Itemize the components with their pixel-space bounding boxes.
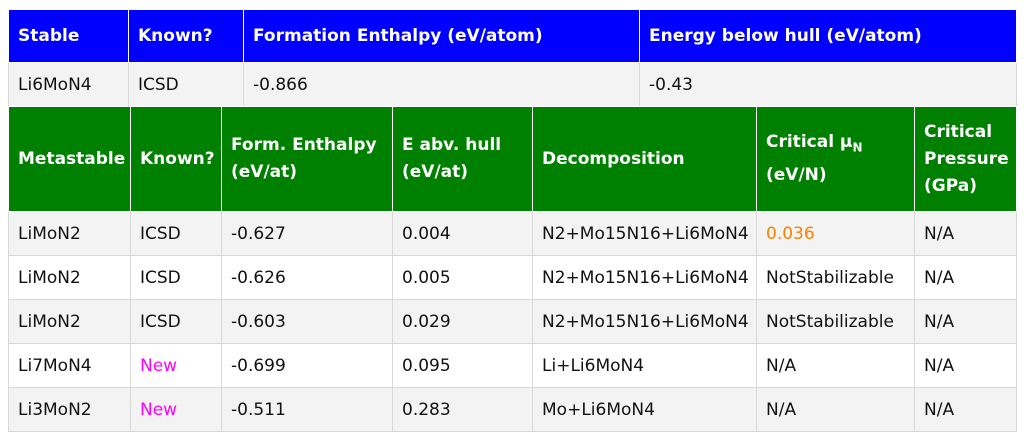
critical-mu-cell: N/A bbox=[756, 387, 915, 432]
metastable-table: Metastable Known? Form. Enthalpy (eV/at) … bbox=[8, 106, 1017, 432]
decomposition-cell: N2+Mo15N16+Li6MoN4 bbox=[532, 299, 757, 344]
metastable-header-form-enthalpy: Form. Enthalpy (eV/at) bbox=[221, 106, 393, 212]
stable-header-row: Stable Known? Formation Enthalpy (eV/ato… bbox=[8, 9, 1017, 63]
compound-cell: LiMoN2 bbox=[8, 211, 131, 256]
table-row: Li3MoN2 New -0.511 0.283 Mo+Li6MoN4 N/A … bbox=[8, 387, 1017, 432]
form-enthalpy-cell: -0.699 bbox=[221, 343, 393, 388]
metastable-header-critical-mu: Critical μN (eV/N) bbox=[756, 106, 915, 212]
known-cell: ICSD bbox=[130, 211, 222, 256]
e-abv-hull-cell: 0.283 bbox=[392, 387, 533, 432]
form-enthalpy-cell: -0.627 bbox=[221, 211, 393, 256]
compound-cell: LiMoN2 bbox=[8, 255, 131, 300]
stable-header-energy-below-hull: Energy below hull (eV/atom) bbox=[639, 9, 1017, 63]
critical-pressure-cell: N/A bbox=[914, 387, 1017, 432]
table-row: LiMoN2 ICSD -0.626 0.005 N2+Mo15N16+Li6M… bbox=[8, 255, 1017, 300]
metastable-header-critical-pressure: Critical Pressure (GPa) bbox=[914, 106, 1017, 212]
stable-energy-below-hull: -0.43 bbox=[639, 62, 1017, 107]
table-row: LiMoN2 ICSD -0.627 0.004 N2+Mo15N16+Li6M… bbox=[8, 211, 1017, 256]
decomposition-cell: Li+Li6MoN4 bbox=[532, 343, 757, 388]
critical-pressure-cell: N/A bbox=[914, 211, 1017, 256]
metastable-header-known: Known? bbox=[130, 106, 222, 212]
e-abv-hull-cell: 0.005 bbox=[392, 255, 533, 300]
critical-mu-cell: NotStabilizable bbox=[756, 299, 915, 344]
critical-pressure-cell: N/A bbox=[914, 255, 1017, 300]
known-cell: New bbox=[130, 387, 222, 432]
known-cell: ICSD bbox=[130, 255, 222, 300]
stable-header-known: Known? bbox=[128, 9, 244, 63]
known-cell: New bbox=[130, 343, 222, 388]
metastable-header-metastable: Metastable bbox=[8, 106, 131, 212]
form-enthalpy-cell: -0.626 bbox=[221, 255, 393, 300]
stable-compound: Li6MoN4 bbox=[8, 62, 129, 107]
critical-mu-cell: 0.036 bbox=[756, 211, 915, 256]
compound-cell: Li7MoN4 bbox=[8, 343, 131, 388]
e-abv-hull-cell: 0.095 bbox=[392, 343, 533, 388]
e-abv-hull-cell: 0.004 bbox=[392, 211, 533, 256]
form-enthalpy-cell: -0.603 bbox=[221, 299, 393, 344]
metastable-header-decomposition: Decomposition bbox=[532, 106, 757, 212]
form-enthalpy-cell: -0.511 bbox=[221, 387, 393, 432]
known-cell: ICSD bbox=[130, 299, 222, 344]
stable-known: ICSD bbox=[128, 62, 244, 107]
decomposition-cell: N2+Mo15N16+Li6MoN4 bbox=[532, 255, 757, 300]
stable-table: Stable Known? Formation Enthalpy (eV/ato… bbox=[8, 9, 1017, 107]
metastable-header-e-abv-hull: E abv. hull (eV/at) bbox=[392, 106, 533, 212]
stable-header-stable: Stable bbox=[8, 9, 129, 63]
compound-cell: LiMoN2 bbox=[8, 299, 131, 344]
stable-header-formation-enthalpy: Formation Enthalpy (eV/atom) bbox=[243, 9, 640, 63]
table-row: LiMoN2 ICSD -0.603 0.029 N2+Mo15N16+Li6M… bbox=[8, 299, 1017, 344]
compound-cell: Li3MoN2 bbox=[8, 387, 131, 432]
e-abv-hull-cell: 0.029 bbox=[392, 299, 533, 344]
stable-row: Li6MoN4 ICSD -0.866 -0.43 bbox=[8, 62, 1017, 107]
critical-mu-cell: NotStabilizable bbox=[756, 255, 915, 300]
critical-mu-cell: N/A bbox=[756, 343, 915, 388]
stable-formation-enthalpy: -0.866 bbox=[243, 62, 640, 107]
decomposition-cell: N2+Mo15N16+Li6MoN4 bbox=[532, 211, 757, 256]
critical-pressure-cell: N/A bbox=[914, 343, 1017, 388]
critical-pressure-cell: N/A bbox=[914, 299, 1017, 344]
metastable-header-row: Metastable Known? Form. Enthalpy (eV/at) … bbox=[8, 106, 1017, 212]
decomposition-cell: Mo+Li6MoN4 bbox=[532, 387, 757, 432]
table-row: Li7MoN4 New -0.699 0.095 Li+Li6MoN4 N/A … bbox=[8, 343, 1017, 388]
